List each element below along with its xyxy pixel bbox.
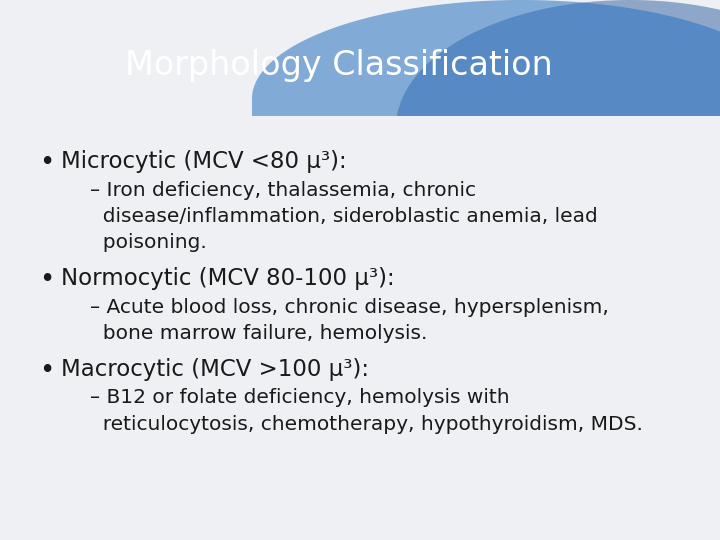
Polygon shape [252,0,720,122]
Text: •: • [40,357,55,384]
Text: •: • [40,150,55,176]
Text: Microcytic (MCV <80 μ³):: Microcytic (MCV <80 μ³): [61,150,347,173]
Text: disease/inflammation, sideroblastic anemia, lead: disease/inflammation, sideroblastic anem… [90,207,598,226]
Text: Normocytic (MCV 80-100 μ³):: Normocytic (MCV 80-100 μ³): [61,267,395,290]
Text: poisoning.: poisoning. [90,233,207,252]
Polygon shape [396,0,720,133]
Text: •: • [40,267,55,293]
Text: Macrocytic (MCV >100 μ³):: Macrocytic (MCV >100 μ³): [61,357,369,381]
Text: – B12 or folate deficiency, hemolysis with: – B12 or folate deficiency, hemolysis wi… [90,388,510,407]
Text: – Acute blood loss, chronic disease, hypersplenism,: – Acute blood loss, chronic disease, hyp… [90,298,609,316]
Text: bone marrow failure, hemolysis.: bone marrow failure, hemolysis. [90,324,428,343]
Text: – Iron deficiency, thalassemia, chronic: – Iron deficiency, thalassemia, chronic [90,180,476,200]
Text: reticulocytosis, chemotherapy, hypothyroidism, MDS.: reticulocytosis, chemotherapy, hypothyro… [90,415,643,434]
Text: Morphology Classification: Morphology Classification [125,49,552,82]
